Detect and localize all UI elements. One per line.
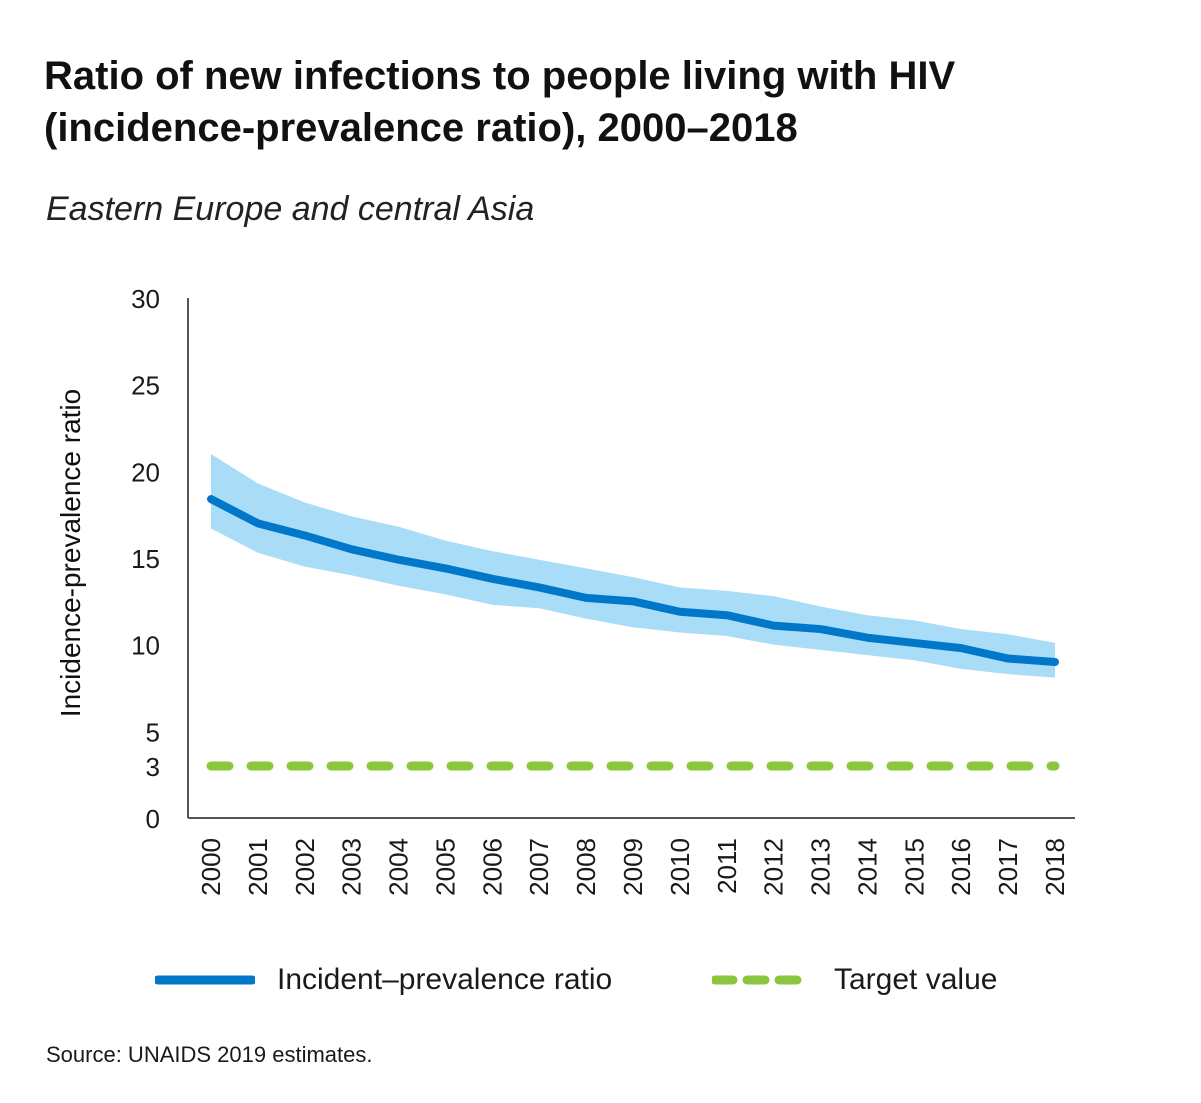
x-tick-label: 2011 [712,838,742,894]
legend-label-target: Target value [834,963,998,996]
ratio-point [913,641,916,644]
chart-title: Ratio of new infections to people living… [44,54,956,150]
chart-subtitle: Eastern Europe and central Asia [46,190,535,228]
ratio-point [303,534,306,537]
x-tick-label: 2007 [524,838,554,896]
legend-item-ratio: Incident–prevalence ratio [155,950,612,1010]
ratio-point [632,600,634,603]
x-tick-label: 2016 [946,838,976,896]
ratio-point [256,522,259,525]
y-tick-label: 5 [146,717,160,747]
y-axis-label: Incidence-prevalence ratio [55,389,86,717]
x-tick-label: 2001 [243,838,273,896]
uncertainty-band [211,454,1055,678]
ratio-line-layer [207,495,1059,666]
y-tick-label: 30 [131,284,160,314]
legend-swatch-ratio [155,975,255,985]
ratio-point [678,610,681,613]
ratio-point [1007,657,1010,660]
y-tick-label: 0 [146,804,160,834]
x-tick-label: 2017 [993,838,1023,896]
ratio-point [772,624,775,627]
ratio-point [538,586,541,589]
source-note: Source: UNAIDS 2019 estimates. [46,1042,373,1067]
legend-item-target: Target value [712,950,997,1010]
x-tick-label: 2015 [899,838,929,896]
ratio-point [397,558,400,561]
ratio-point [585,596,588,599]
x-tick-label: 2006 [477,838,507,896]
x-tick-label: 2009 [618,838,648,896]
x-tick-label: 2014 [852,838,882,896]
y-tick-label: 25 [131,371,160,401]
legend-swatch-target [712,975,812,985]
axes [187,298,1075,819]
x-tick-label: 2013 [806,838,836,896]
y-axis-ticks: 0 3 5 10 15 20 25 30 [131,284,160,834]
legend: Incident–prevalence ratio Target value [0,950,1201,1010]
x-tick-label: 2008 [571,838,601,896]
ratio-point [491,577,494,580]
x-tick-label: 2004 [384,838,414,896]
y-tick-label: 3 [146,752,160,782]
ratio-point [725,614,728,617]
x-tick-label: 2010 [665,838,695,896]
x-axis-ticks: 2000 2001 2002 2003 2004 2005 2006 2007 2008 2009… [196,838,1070,896]
ratio-point [210,498,212,501]
ratio-point [866,636,869,639]
uncertainty-band-layer [211,454,1055,678]
x-tick-label: 2005 [430,838,460,896]
x-tick-label: 2002 [290,838,320,896]
ratio-point [960,647,963,650]
ratio-point [444,567,447,570]
y-tick-label: 10 [131,631,160,661]
x-tick-label: 2012 [759,838,789,896]
ratio-point [350,548,353,551]
legend-label-ratio: Incident–prevalence ratio [277,963,613,996]
ratio-point [819,628,822,631]
x-tick-label: 2018 [1040,838,1070,896]
y-tick-label: 15 [131,544,160,574]
x-tick-label: 2000 [196,838,226,896]
x-tick-label: 2003 [337,838,367,896]
ratio-point [1054,661,1056,663]
y-tick-label: 20 [131,457,160,487]
